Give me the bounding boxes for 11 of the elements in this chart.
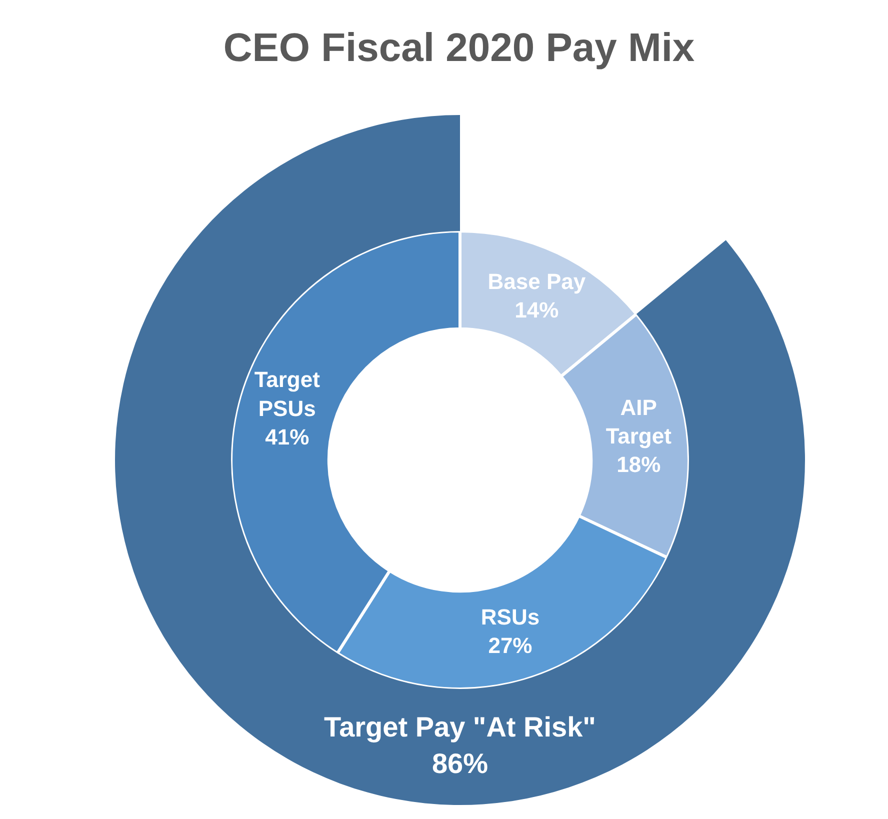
slice-label: Target Pay "At Risk" [324,712,596,743]
chart-title: CEO Fiscal 2020 Pay Mix [222,25,696,72]
data-label: 41% [265,424,310,450]
data-label: 27% [488,633,532,658]
slice-label: RSUs [480,604,540,630]
data-label: 14% [514,297,559,322]
slice-label: Base Pay [488,268,586,294]
data-label: 86% [432,748,488,779]
slice-label: AIP Target [606,394,672,448]
data-label: 18% [616,452,661,478]
slice-label: Target PSUs [254,367,321,421]
